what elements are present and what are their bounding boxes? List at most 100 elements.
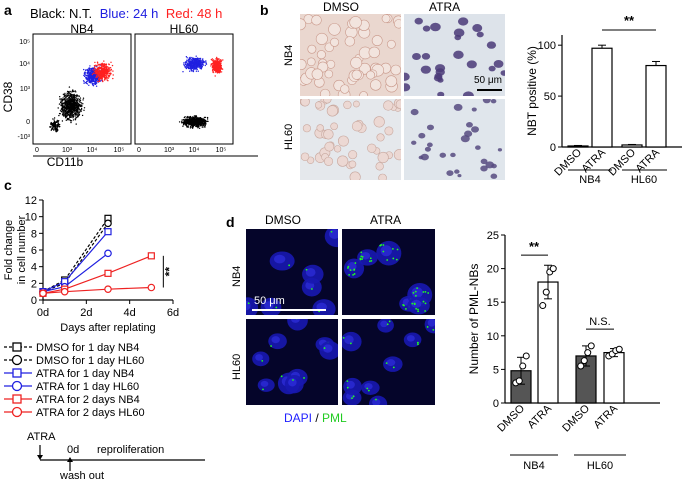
- pml-body: [414, 290, 417, 293]
- flow-ytick-1: 10⁴: [19, 61, 30, 68]
- flow-ytick-4: -10³: [18, 134, 31, 141]
- nbt-cell: [485, 161, 495, 169]
- nbt-cell: [418, 132, 426, 139]
- nbt-cell: [437, 91, 445, 96]
- flow-event: [59, 96, 61, 98]
- d-col-dmso: DMSO: [265, 213, 301, 227]
- flow-event: [97, 74, 100, 76]
- flow-event: [83, 74, 85, 77]
- c-ytick-label: 2: [31, 278, 37, 290]
- flow-event: [197, 117, 199, 120]
- b-col-dmso: DMSO: [323, 0, 359, 14]
- flow-event: [79, 111, 81, 113]
- pml-body: [352, 395, 355, 398]
- c-point: [104, 228, 112, 236]
- flow-event: [216, 56, 218, 59]
- flow-event: [61, 114, 64, 116]
- flow-event: [79, 97, 82, 99]
- flow-xtick-0-0: 0: [35, 147, 39, 154]
- flow-event: [88, 72, 91, 74]
- flow-event: [106, 76, 108, 78]
- nbt-cell: [437, 77, 444, 83]
- nbt-cell: [351, 69, 362, 80]
- flow-event: [73, 98, 76, 100]
- flow-event: [79, 109, 81, 112]
- dapi-highlight: [323, 344, 333, 353]
- flow-event: [72, 102, 75, 105]
- nbt-cell: [471, 107, 477, 112]
- flow-event: [74, 115, 76, 117]
- flow-event: [103, 75, 106, 77]
- flow-event: [193, 118, 196, 120]
- c-ytick-label: 10: [25, 212, 37, 224]
- flow-xtick-1-0: 0: [137, 147, 141, 154]
- flow-event: [201, 124, 203, 127]
- flow-event: [71, 115, 73, 117]
- d-bar: [537, 281, 559, 404]
- flow-event: [99, 77, 101, 80]
- flow-event: [63, 115, 65, 117]
- flow-event: [218, 64, 220, 67]
- flow-event: [206, 118, 209, 120]
- flow-event: [202, 64, 204, 66]
- flow-event: [101, 66, 103, 68]
- flow-event: [78, 95, 81, 97]
- d-point: [577, 362, 585, 370]
- flow-event: [83, 82, 85, 84]
- pml-body: [417, 310, 420, 313]
- pml-body: [388, 320, 391, 323]
- flow-event: [192, 70, 194, 72]
- flow-event: [195, 70, 198, 72]
- flow-event: [191, 120, 193, 122]
- flow-event: [219, 64, 222, 66]
- flow-event: [192, 66, 194, 68]
- flow-event: [53, 123, 55, 125]
- nbt-cell: [420, 153, 429, 161]
- pml-body: [353, 269, 355, 271]
- nbt-cell: [482, 99, 491, 104]
- nbt-cell: [368, 46, 380, 59]
- c-ylabel-line1: Fold change: [3, 220, 15, 281]
- flow-event: [187, 58, 190, 60]
- flow-event: [199, 64, 201, 66]
- flow-event: [191, 127, 194, 129]
- d-ytick-label: 10: [487, 331, 499, 343]
- flow-event: [66, 90, 69, 93]
- flow-event: [108, 73, 110, 75]
- flow-event: [53, 117, 56, 119]
- flow-event: [88, 79, 91, 82]
- flow-event: [76, 112, 78, 114]
- flow-event: [70, 103, 73, 106]
- flow-event: [80, 107, 83, 110]
- if-image-hl60-dmso: [246, 319, 338, 405]
- flow-event: [90, 76, 92, 78]
- d-ytick-label: 0: [493, 398, 499, 410]
- nbt-cell: [393, 19, 401, 29]
- flow-event: [64, 106, 66, 109]
- flow-event: [95, 85, 98, 87]
- flow-event: [108, 70, 110, 73]
- b-bar: [567, 145, 589, 148]
- flow-event: [191, 57, 193, 60]
- flow-event: [75, 108, 78, 111]
- flow-event: [215, 67, 218, 69]
- flow-event: [104, 76, 106, 79]
- b-scale-bar: [477, 89, 502, 91]
- d-ytick-label: 20: [487, 264, 499, 276]
- nbt-cell: [306, 57, 316, 67]
- dapi-nucleus: [287, 319, 308, 331]
- flow-event: [206, 116, 209, 119]
- flow-event: [51, 125, 53, 127]
- dapi-highlight: [260, 380, 269, 387]
- flow-event: [77, 114, 80, 117]
- b-col-atra: ATRA: [429, 0, 461, 14]
- dapi-highlight: [411, 287, 423, 298]
- dapi-highlight: [380, 320, 388, 328]
- flow-event: [89, 74, 91, 77]
- flow-event: [77, 113, 79, 115]
- flow-event: [197, 126, 199, 129]
- flow-event: [74, 90, 76, 92]
- flow-event: [62, 93, 65, 96]
- d-category-label: DMSO: [560, 402, 592, 434]
- flow-event: [72, 100, 74, 103]
